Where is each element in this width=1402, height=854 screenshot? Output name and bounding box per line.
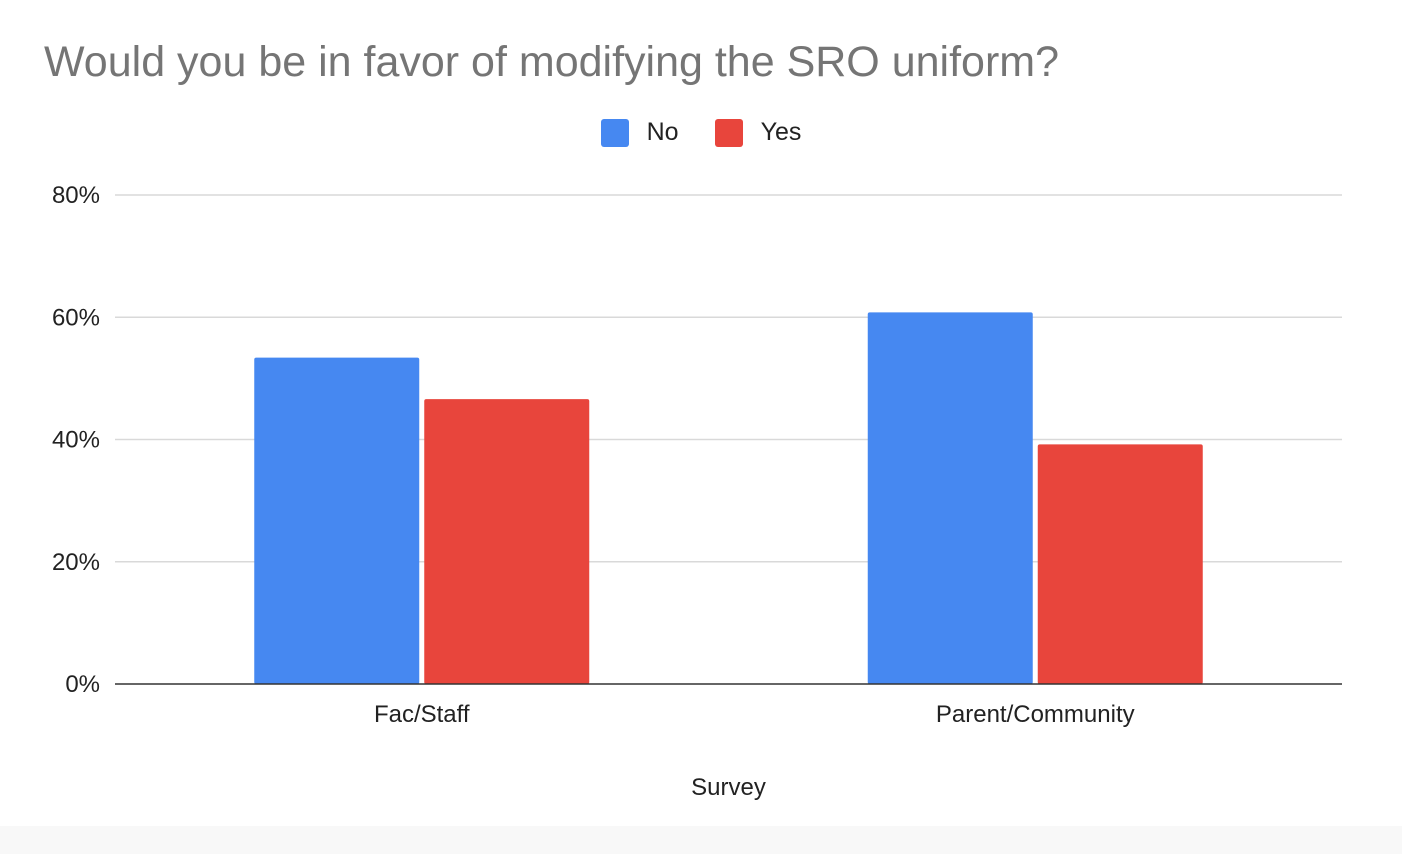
- y-tick-label: 20%: [52, 549, 100, 576]
- bar-yes-0: [424, 399, 590, 684]
- x-tick-label: Fac/Staff: [374, 701, 470, 728]
- bar-chart-plot: 0% 20% 40% 60% 80% Fac/Staff Parent/Community S…: [52, 182, 1342, 801]
- legend: No Yes: [0, 118, 1402, 147]
- bar-no-0: [254, 357, 420, 684]
- y-tick-label: 0%: [65, 671, 100, 698]
- legend-item-yes[interactable]: Yes: [714, 118, 802, 147]
- bar-no-1: [867, 312, 1033, 684]
- legend-label-no: No: [646, 118, 679, 146]
- legend-label-yes: Yes: [760, 118, 802, 146]
- x-tick-label: Parent/Community: [936, 701, 1135, 728]
- x-axis-title: Survey: [691, 774, 766, 801]
- chart-title: Would you be in favor of modifying the S…: [44, 38, 1059, 86]
- y-tick-label: 80%: [52, 182, 100, 209]
- legend-swatch-yes: [714, 118, 743, 147]
- bar-yes-1: [1037, 444, 1203, 684]
- y-tick-label: 40%: [52, 427, 100, 454]
- y-tick-label: 60%: [52, 304, 100, 331]
- legend-swatch-no: [600, 118, 629, 147]
- legend-item-no[interactable]: No: [600, 118, 679, 147]
- chart-card: Would you be in favor of modifying the S…: [0, 38, 1402, 801]
